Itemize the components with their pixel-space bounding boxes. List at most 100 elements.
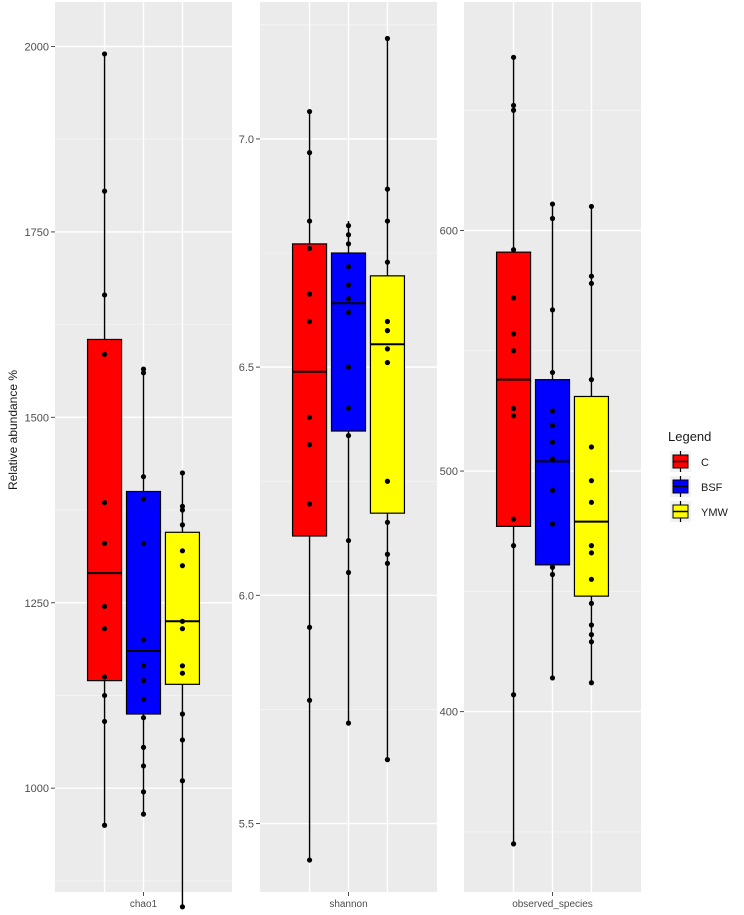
data-point xyxy=(179,522,186,528)
data-point xyxy=(306,150,313,156)
x-tick-label: chao1 xyxy=(130,899,158,910)
box-body xyxy=(86,338,123,682)
box-chao1-BSF xyxy=(125,366,162,817)
y-tick-label: 2000 xyxy=(25,42,49,54)
y-tick-label: 1250 xyxy=(25,598,49,610)
data-point xyxy=(510,331,517,337)
data-point xyxy=(384,218,391,224)
data-point xyxy=(140,663,147,669)
data-point xyxy=(549,456,556,462)
data-point xyxy=(140,715,147,721)
data-point xyxy=(101,603,108,610)
data-point xyxy=(549,369,556,376)
data-point xyxy=(549,521,556,527)
data-point xyxy=(384,359,391,366)
data-point xyxy=(510,405,517,412)
data-point xyxy=(510,543,517,549)
data-point xyxy=(306,291,313,297)
data-point xyxy=(345,569,352,576)
box-body xyxy=(573,395,610,597)
data-point xyxy=(140,496,147,502)
data-point xyxy=(345,264,352,270)
legend-label: C xyxy=(701,457,709,469)
data-point xyxy=(588,478,595,484)
data-point xyxy=(549,201,556,207)
data-point xyxy=(345,364,352,370)
data-point xyxy=(510,516,517,522)
data-point xyxy=(588,632,595,638)
data-point xyxy=(510,413,517,419)
data-point xyxy=(384,551,391,557)
data-point xyxy=(510,247,517,253)
y-tick-label: 1500 xyxy=(25,412,49,424)
data-point xyxy=(384,318,391,325)
data-point xyxy=(384,346,391,352)
panel-observed_species: 400 500 600 observed_species xyxy=(440,2,641,910)
legend-title: Legend xyxy=(668,429,711,444)
legend-label: BSF xyxy=(701,482,723,494)
data-point xyxy=(306,442,313,448)
box-body xyxy=(164,531,201,685)
data-point xyxy=(306,318,313,325)
data-point xyxy=(510,692,517,698)
data-point xyxy=(306,218,313,224)
data-point xyxy=(345,282,352,288)
data-point xyxy=(101,718,108,725)
data-point xyxy=(306,501,313,507)
y-tick-label: 400 xyxy=(440,707,458,719)
data-point xyxy=(549,564,556,570)
data-point xyxy=(101,500,108,506)
data-point xyxy=(588,680,595,686)
data-point xyxy=(588,377,595,383)
data-point xyxy=(179,778,186,784)
box-body xyxy=(369,275,406,514)
data-point xyxy=(179,670,186,676)
data-point xyxy=(101,822,108,828)
data-point xyxy=(179,626,186,632)
data-point xyxy=(179,470,186,476)
data-point xyxy=(384,519,391,525)
x-tick-label: shannon xyxy=(329,899,367,910)
x-tick-label: observed_species xyxy=(512,899,593,910)
data-point xyxy=(588,600,595,606)
data-point xyxy=(384,757,391,763)
data-point xyxy=(384,186,391,192)
y-tick-label: 1000 xyxy=(25,783,49,795)
data-point xyxy=(140,366,147,372)
legend-key-BSF: BSF xyxy=(670,476,723,497)
data-point xyxy=(306,697,313,703)
data-point xyxy=(101,351,108,357)
data-point xyxy=(140,811,147,817)
data-point xyxy=(384,560,391,566)
data-point xyxy=(384,478,391,484)
data-point xyxy=(179,711,186,717)
data-point xyxy=(140,474,147,480)
data-point xyxy=(101,674,108,680)
y-axis-label: Relative abundance % xyxy=(6,370,20,490)
box-body xyxy=(330,252,367,432)
box-body xyxy=(495,251,532,527)
data-point xyxy=(345,309,352,315)
y-tick-label: 1750 xyxy=(25,227,49,239)
data-point xyxy=(179,663,186,669)
data-point xyxy=(384,328,391,334)
data-point xyxy=(101,540,108,547)
box-chao1-C xyxy=(86,51,123,828)
data-point xyxy=(306,857,313,863)
data-point xyxy=(588,203,595,210)
box-body xyxy=(291,243,328,537)
data-point xyxy=(345,296,352,302)
legend-key-C: C xyxy=(670,451,709,472)
legend-label: YMW xyxy=(701,507,729,519)
data-point xyxy=(588,639,595,645)
y-tick-label: 6.0 xyxy=(239,590,254,602)
box-shannon-BSF xyxy=(330,221,367,726)
data-point xyxy=(510,348,517,354)
legend-key-YMW: YMW xyxy=(670,501,729,522)
data-point xyxy=(384,259,391,265)
data-point xyxy=(549,422,556,428)
data-point xyxy=(140,540,147,547)
data-point xyxy=(140,696,147,702)
data-point xyxy=(345,232,352,238)
data-point xyxy=(306,624,313,630)
